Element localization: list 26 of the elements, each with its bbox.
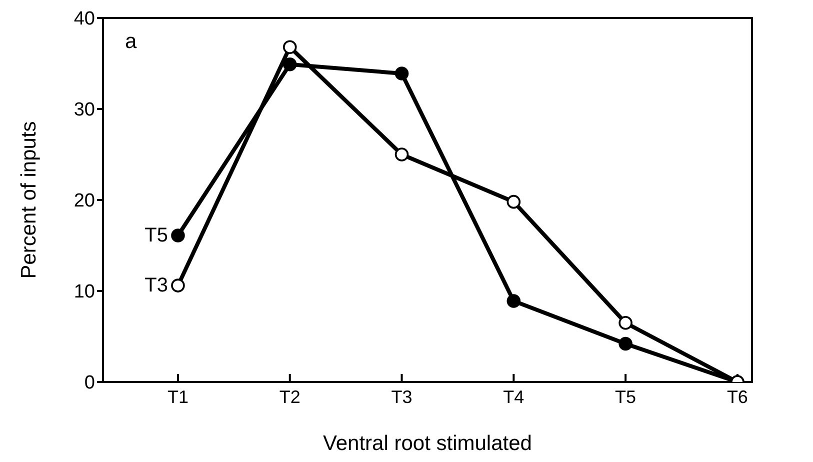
- x-axis-title: Ventral root stimulated: [323, 432, 532, 455]
- point: [618, 316, 632, 330]
- y-axis-title: Percent of inputs: [17, 121, 40, 279]
- y-tick-label: 40: [74, 8, 95, 30]
- x-tick-label: T5: [615, 386, 636, 407]
- series-label: T3: [144, 274, 168, 297]
- x-tick-label: T3: [391, 386, 412, 407]
- point: [171, 278, 185, 292]
- annotation: a: [125, 30, 137, 54]
- point: [394, 148, 409, 162]
- x-tick-label: T1: [167, 386, 188, 407]
- point: [282, 58, 297, 72]
- point: [394, 66, 409, 80]
- point: [171, 228, 185, 242]
- x-tick-label: T2: [279, 386, 300, 407]
- x-tick-label: T4: [503, 386, 524, 407]
- y-tick-label: 10: [74, 282, 95, 303]
- point: [506, 194, 521, 209]
- x-tick-label: T6: [726, 386, 748, 407]
- y-tick-label: 30: [74, 100, 95, 121]
- point: [506, 294, 521, 308]
- y-tick-label: 20: [74, 190, 95, 212]
- series-label: T5: [144, 224, 168, 246]
- y-tick-label: 0: [84, 372, 95, 394]
- point: [282, 40, 297, 54]
- point: [618, 336, 632, 351]
